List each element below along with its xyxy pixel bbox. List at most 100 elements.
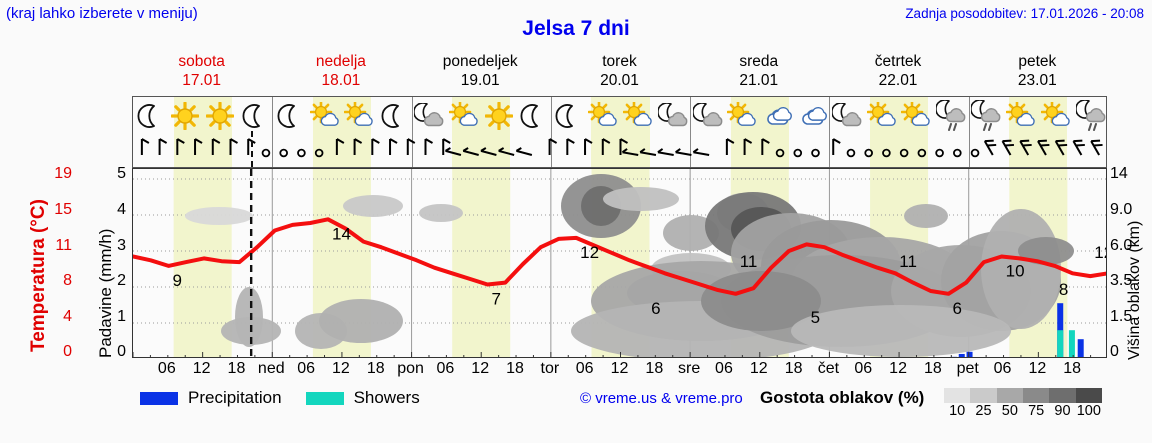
precipitation-swatch: [140, 391, 178, 405]
day-header-torek: torek 20.01: [550, 52, 689, 92]
cloud-density-colorbar: [944, 388, 1102, 403]
day-name: sobota: [178, 53, 225, 70]
x-tick-label: 12: [1028, 360, 1047, 377]
x-tick-label: 06: [297, 360, 315, 377]
temperature-label: 12: [580, 243, 599, 262]
x-tick-label: tor: [540, 360, 560, 377]
x-tick-label: 12: [889, 360, 907, 377]
day-date: 20.01: [600, 72, 639, 89]
x-tick-label: 06: [715, 360, 733, 377]
precipitation-tick: 1: [117, 308, 126, 325]
cloud-density-step: [1049, 388, 1076, 403]
day-date: 17.01: [182, 72, 222, 89]
x-tick-label: sre: [678, 360, 701, 377]
x-tick-label: 18: [366, 360, 385, 377]
cloud-height-tick: 14: [1110, 165, 1128, 182]
moon-cloud-icon: [829, 99, 864, 133]
x-tick-label: 18: [506, 360, 524, 377]
temperature-curve: [133, 217, 1106, 296]
day-divider: [272, 97, 274, 167]
precipitation-bar: [958, 353, 965, 357]
day-header-row: sobota 17.01 nedelja 18.01 ponedeljek 19.01 to…: [132, 52, 1107, 92]
precipitation-tick: 0: [117, 343, 126, 360]
sun-cloud-icon: [864, 99, 899, 133]
sun-icon: [168, 99, 203, 133]
temperature-label: 10: [1006, 262, 1025, 281]
moon-cloud-rain-icon: [969, 99, 1004, 133]
cloud-density-tick: 10: [949, 403, 966, 419]
x-tick-label: 12: [749, 360, 768, 377]
showers-legend-label: Showers: [353, 388, 420, 407]
sun-icon: [481, 99, 516, 133]
wind-barbs: [140, 138, 1103, 158]
moon-icon: [133, 99, 168, 133]
cloud-density-step: [970, 388, 997, 403]
x-tick-label: 12: [471, 360, 490, 377]
day-divider: [411, 97, 413, 167]
last-updated-text: Zadnja posodobitev: 17.01.2026 - 20:08: [905, 6, 1144, 21]
moon-icon: [272, 99, 307, 133]
day-divider: [968, 97, 970, 167]
daylight-band: [452, 169, 511, 357]
moon-cloud-rain-icon: [1073, 99, 1108, 133]
temperature-label: 5: [811, 308, 820, 327]
x-tick-label: 18: [1063, 360, 1082, 377]
cloud-density-blob: [701, 271, 821, 331]
sun-cloud-icon: [307, 99, 342, 133]
day-header-četrtek: četrtek 22.01: [828, 52, 967, 92]
precipitation-bar: [950, 356, 957, 357]
cloud-height-tick: 3.5: [1110, 272, 1133, 289]
moon-cloud-icon: [412, 99, 447, 133]
temperature-axis-title: Temperatura (°C): [4, 176, 49, 356]
x-tick-label: 18: [784, 360, 803, 377]
cloud-density-colorbar-ticks: 10 25 50 75 90 100: [944, 403, 1119, 421]
temperature-label: 12: [1094, 243, 1107, 262]
temperature-tick: 15: [54, 201, 72, 218]
cloud-density-blob: [419, 204, 463, 222]
page-title: Jelsa 7 dni: [522, 17, 630, 40]
day-date: 22.01: [878, 72, 918, 89]
precipitation-legend: Precipitation Showers: [140, 387, 420, 409]
cloud-density-tick: 25: [975, 403, 992, 419]
day-date: 21.01: [739, 72, 779, 89]
cloud-density-legend-title: Gostota oblakov (%): [760, 388, 925, 407]
cloud-density-step: [1075, 388, 1102, 403]
copyright-text[interactable]: © vreme.us & vreme.pro: [580, 390, 743, 407]
day-divider: [690, 97, 692, 167]
location-menu-note: (kraj lahko izberete v meniju): [6, 5, 198, 22]
temperature-label: 9: [172, 271, 181, 290]
cloud-height-tick: 6.0: [1110, 237, 1133, 254]
sun-cloud-icon: [342, 99, 377, 133]
day-name: četrtek: [874, 53, 922, 70]
x-tick-label: 06: [575, 360, 594, 377]
cloud-density-blob: [904, 204, 948, 228]
day-name: petek: [1018, 53, 1057, 70]
cloud-density-blob: [343, 195, 403, 217]
day-name: nedelja: [315, 53, 366, 70]
cloud-height-tick: 9.0: [1110, 201, 1133, 218]
moon-cloud-icon: [655, 99, 690, 133]
cloud-density-tick: 100: [1076, 403, 1101, 419]
moon-cloud-rain-icon: [934, 99, 969, 133]
x-tick-label: 12: [192, 360, 211, 377]
temperature-tick: 19: [54, 165, 72, 182]
day-date: 18.01: [321, 72, 361, 89]
precipitation-bar: [1057, 303, 1064, 357]
x-tick-label: 06: [157, 360, 176, 377]
meteogram-plot: 914712611511610812811: [132, 168, 1107, 358]
cloud-height-tick: 1.5: [1110, 308, 1133, 325]
moon-cloud-icon: [690, 99, 725, 133]
day-header-nedelja: nedelja 18.01: [271, 52, 410, 92]
sun-cloud-icon: [725, 99, 760, 133]
temperature-label: 6: [952, 299, 961, 318]
weather-symbol-band: [132, 96, 1107, 168]
moon-icon: [516, 99, 551, 133]
day-date: 23.01: [1017, 72, 1057, 89]
temperature-label: 6: [651, 299, 660, 318]
temperature-tick: 4: [63, 308, 72, 325]
moon-icon: [237, 99, 272, 133]
x-tick-label: 18: [645, 360, 664, 377]
precipitation-tick: 3: [117, 237, 126, 254]
day-divider: [550, 97, 552, 167]
temperature-label: 7: [492, 289, 501, 308]
